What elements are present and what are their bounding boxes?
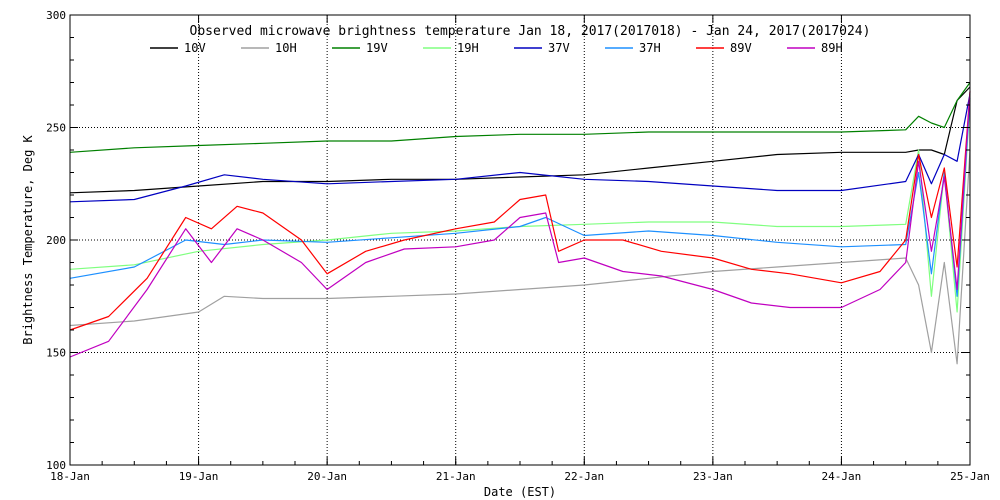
series-line-10v xyxy=(69,86,971,194)
grid-lines xyxy=(70,15,970,465)
series-line-19v xyxy=(69,82,971,153)
legend-label-10h: 10H xyxy=(275,41,297,55)
series-line-37h xyxy=(69,98,971,297)
legend-label-89v: 89V xyxy=(730,41,752,55)
legend-label-19h: 19H xyxy=(457,41,479,55)
legend-label-37h: 37H xyxy=(639,41,661,55)
y-tick-label: 150 xyxy=(46,347,66,360)
legend-label-10v: 10V xyxy=(184,41,206,55)
y-tick-label: 300 xyxy=(46,9,66,22)
x-axis-title: Date (EST) xyxy=(484,485,556,499)
x-tick-label: 19-Jan xyxy=(179,470,219,483)
x-tick-label: 22-Jan xyxy=(564,470,604,483)
y-tick-label: 200 xyxy=(46,234,66,247)
series-line-37v xyxy=(69,93,971,203)
series-lines xyxy=(69,82,971,365)
chart-title: Observed microwave brightness temperatur… xyxy=(190,24,871,39)
axis-ticks: 18-Jan 19-Jan 20-Jan 21-Jan 22-Jan 23-Jan 24-J… xyxy=(46,9,990,483)
x-tick-label: 24-Jan xyxy=(822,470,862,483)
x-tick-label: 23-Jan xyxy=(693,470,733,483)
legend-label-37v: 37V xyxy=(548,41,570,55)
legend-label-89h: 89H xyxy=(821,41,843,55)
x-tick-label: 18-Jan xyxy=(50,470,90,483)
legend: 10V 10H 19V 19H 37V 37H 89V 89H xyxy=(150,41,843,55)
x-tick-label: 20-Jan xyxy=(307,470,347,483)
legend-label-19v: 19V xyxy=(366,41,388,55)
x-tick-label: 25-Jan xyxy=(950,470,990,483)
series-line-89v xyxy=(69,91,971,331)
y-tick-label: 100 xyxy=(46,459,66,472)
y-axis-title: Brightness Temperature, Deg K xyxy=(21,134,35,344)
series-line-19h xyxy=(69,100,971,313)
x-tick-label: 21-Jan xyxy=(436,470,476,483)
series-line-10h xyxy=(69,149,971,365)
y-tick-label: 250 xyxy=(46,122,66,135)
series-line-89h xyxy=(69,91,971,358)
